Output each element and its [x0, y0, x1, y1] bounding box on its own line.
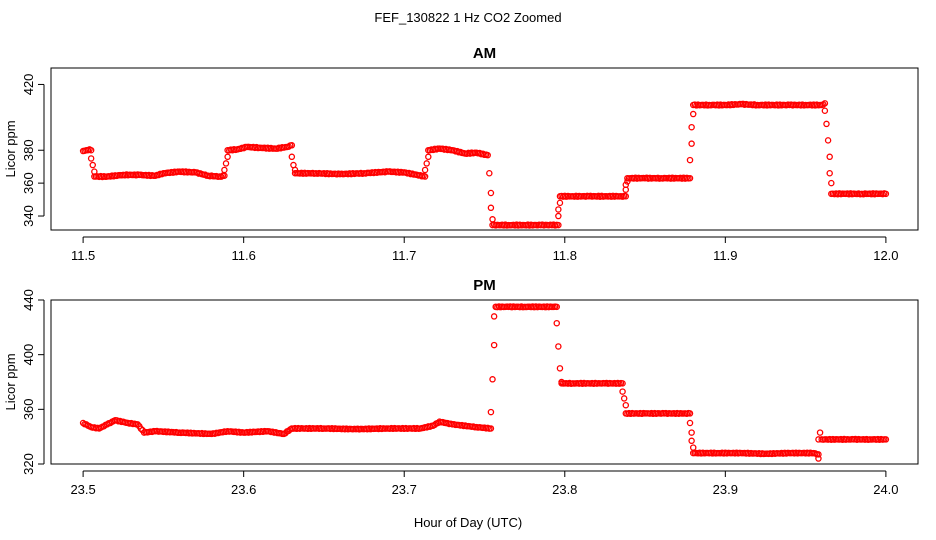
data-point: [87, 146, 95, 154]
data-point: [556, 199, 564, 207]
data-point: [490, 313, 498, 320]
data-point: [828, 179, 835, 187]
data-point: [487, 425, 495, 432]
data-point: [137, 425, 145, 433]
am-x-tick-label: 11.9: [713, 248, 737, 263]
pm-y-tick-label: 360: [21, 398, 36, 420]
data-point: [555, 212, 562, 220]
data-point: [826, 153, 833, 161]
data-point: [553, 319, 561, 327]
pm-panel: PM Licor ppm 23.5 23.6 23.7 23.8 23.9 24.0 320 36…: [3, 277, 919, 497]
pm-plot-frame: [50, 299, 919, 465]
data-point: [882, 190, 890, 198]
data-point: [686, 174, 694, 182]
data-point: [816, 429, 824, 436]
data-point: [222, 160, 230, 167]
am-x-tick-label: 11.8: [553, 248, 577, 263]
data-point: [487, 408, 495, 416]
data-point: [423, 160, 430, 167]
am-y-tick-label: 360: [21, 172, 36, 194]
data-point: [486, 170, 493, 177]
data-point: [555, 206, 562, 213]
data-point: [622, 181, 630, 189]
am-panel-title: AM: [473, 45, 496, 62]
data-point: [622, 193, 630, 200]
pm-x-tick-label: 23.7: [392, 482, 417, 497]
am-plot-frame: [50, 67, 919, 231]
am-x-tick-label: 11.7: [392, 248, 416, 263]
pm-x-tick-label: 24.0: [873, 482, 898, 497]
data-point: [100, 422, 108, 430]
data-point: [224, 153, 231, 161]
pm-y-axis-label: Licor ppm: [3, 353, 18, 410]
data-point: [689, 110, 697, 118]
data-point: [87, 155, 95, 162]
data-point: [823, 120, 830, 128]
data-point: [288, 153, 296, 161]
data-point: [553, 303, 561, 311]
data-point: [686, 410, 694, 417]
data-point: [487, 204, 495, 212]
data-point: [686, 156, 694, 164]
pm-panel-title: PM: [473, 277, 496, 294]
am-panel: AM Licor ppm 11.5 11.6 11.7 11.8 11.9 12.0 340 36…: [3, 45, 919, 263]
data-point: [288, 142, 296, 149]
data-point: [221, 166, 228, 174]
data-point: [824, 137, 832, 144]
data-point: [686, 419, 694, 427]
data-point: [688, 429, 695, 436]
data-point: [815, 451, 822, 458]
data-point: [555, 221, 562, 229]
data-point: [620, 395, 628, 402]
data-point: [425, 153, 432, 161]
pm-y-tick-label: 320: [21, 453, 36, 475]
data-point: [619, 380, 626, 387]
data-point: [624, 178, 631, 185]
am-x-tick-label: 12.0: [873, 248, 898, 263]
data-point: [489, 376, 496, 383]
data-point: [688, 437, 695, 445]
data-point: [821, 100, 829, 107]
data-point: [821, 107, 829, 115]
data-point: [688, 140, 695, 147]
data-point: [490, 341, 498, 349]
data-point: [291, 166, 299, 174]
pm-x-tick-label: 23.5: [70, 482, 95, 497]
am-y-tick-label: 340: [21, 205, 36, 227]
pm-y-tick-label: 440: [21, 289, 36, 311]
am-y-tick-label: 420: [21, 74, 36, 96]
data-point: [619, 388, 626, 395]
data-point: [489, 216, 496, 223]
am-x-tick-label: 11.6: [231, 248, 255, 263]
data-point: [556, 365, 564, 372]
data-point: [484, 151, 491, 159]
pm-data-points: [79, 303, 890, 462]
am-y-axis-label: Licor ppm: [3, 120, 18, 177]
data-point: [826, 170, 833, 177]
data-point: [688, 123, 695, 131]
am-x-tick-label: 11.5: [71, 248, 95, 263]
data-point: [421, 173, 429, 180]
pm-y-tick-label: 400: [21, 344, 36, 366]
data-point: [89, 161, 96, 169]
data-point: [882, 436, 890, 443]
chart-title: FEF_130822 1 Hz CO2 Zoomed: [374, 10, 561, 25]
data-point: [421, 166, 429, 174]
data-point: [487, 189, 495, 197]
pm-x-tick-label: 23.8: [552, 482, 577, 497]
pm-x-tick-label: 23.6: [231, 482, 256, 497]
am-y-tick-label: 380: [21, 139, 36, 161]
am-data-points: [79, 100, 890, 229]
x-axis-label: Hour of Day (UTC): [414, 515, 522, 530]
pm-x-tick-label: 23.9: [713, 482, 738, 497]
data-point: [689, 444, 697, 451]
data-point: [555, 343, 562, 350]
data-point: [622, 401, 630, 409]
data-point: [815, 455, 822, 462]
